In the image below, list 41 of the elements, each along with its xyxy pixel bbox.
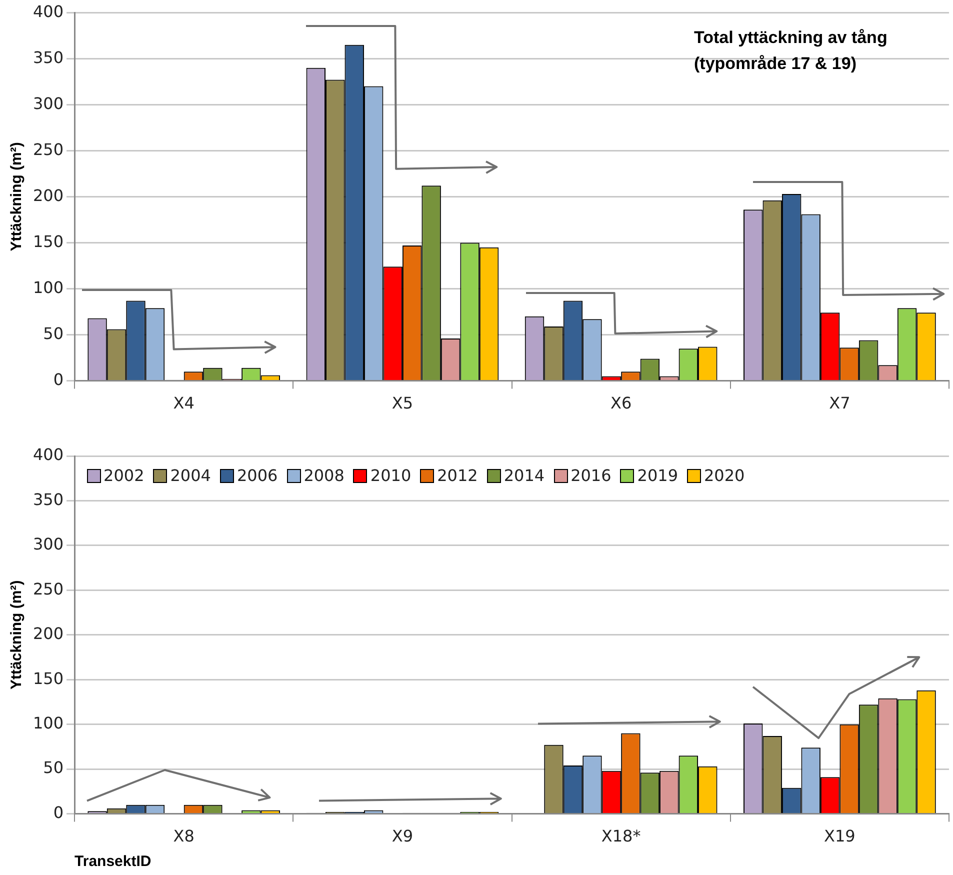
y-tick-label: 350 (32, 48, 64, 67)
x-tick-label: X5 (392, 394, 414, 413)
y-axis-title: Yttäckning (m²) (8, 142, 26, 252)
y-tick-label: 100 (32, 714, 64, 733)
y-tick-label: 0 (53, 370, 64, 389)
legend-label: 2020 (704, 466, 745, 485)
y-tick-label: 50 (43, 324, 64, 343)
y-tick-label: 150 (32, 232, 64, 251)
y-tick-label: 250 (32, 579, 64, 598)
y-tick-label: 350 (32, 490, 64, 509)
x-tick-label: X8 (173, 826, 194, 846)
y-tick-label: 400 (32, 2, 64, 21)
x-tick-label: X4 (173, 394, 194, 413)
y-tick-label: 150 (32, 668, 64, 688)
x-axis-title: TransektID (74, 853, 152, 870)
y-tick-label: 300 (32, 534, 64, 554)
text: (typområde 17 & 19) (694, 54, 856, 73)
legend-label: 2004 (170, 466, 211, 485)
text: Total yttäckning av tång (694, 28, 888, 47)
y-tick-label: 200 (32, 624, 64, 644)
x-tick-label: X18* (601, 826, 641, 846)
legend-label: 2006 (236, 466, 278, 485)
y-tick-label: 400 (32, 445, 64, 464)
legend-label: 2002 (104, 466, 144, 485)
x-tick-label: X7 (829, 394, 850, 413)
y-tick-label: 50 (43, 758, 64, 778)
legend-label: 2010 (370, 466, 412, 485)
y-axis-title: Yttäckning (m²) (8, 580, 26, 690)
y-tick-label: 0 (53, 802, 64, 822)
y-tick-label: 100 (32, 278, 64, 297)
legend-label: 2014 (504, 466, 545, 485)
y-tick-label: 200 (32, 186, 64, 205)
legend-label: 2016 (570, 466, 612, 485)
legend-label: 2008 (304, 466, 344, 485)
x-tick-label: X6 (610, 394, 632, 413)
y-tick-label: 250 (32, 140, 64, 159)
x-tick-label: X9 (392, 826, 414, 846)
x-tick-label: X19 (824, 826, 856, 846)
legend-label: 2012 (437, 466, 478, 485)
y-tick-label: 300 (32, 94, 64, 113)
legend-label: 2019 (637, 466, 678, 485)
